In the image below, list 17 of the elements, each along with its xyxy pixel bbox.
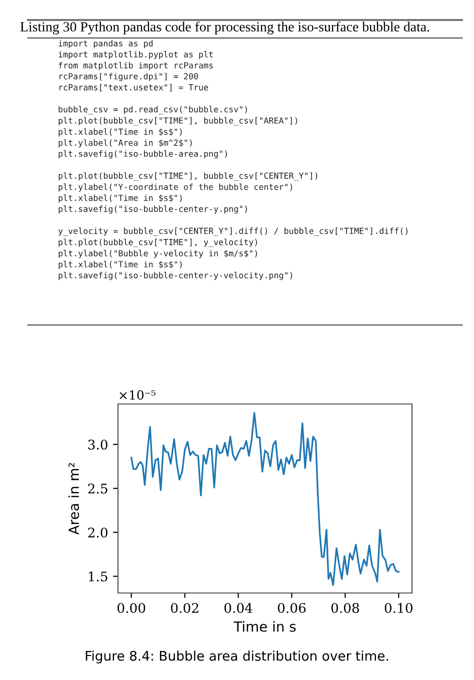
x-tick-label: 0.06 xyxy=(278,602,306,613)
x-tick-label: 0.00 xyxy=(118,602,146,613)
y-tick-label: 3.0 xyxy=(88,440,108,450)
y-axis-title: Area in m² xyxy=(68,463,80,535)
x-tick-label: 0.08 xyxy=(331,602,359,613)
y-tick-label: 2.5 xyxy=(88,484,108,494)
x-tick-label: 0.10 xyxy=(384,602,412,613)
x-tick-label: 0.02 xyxy=(171,602,198,613)
y-tick-label: 1.5 xyxy=(88,572,108,582)
x-axis-title: Time in s xyxy=(234,621,296,632)
text: import pandas as pd import matplotlib.pyplot as plt from matplotlib import rcParams rcParams["figure.dpi"] = 200 rcParams["text.usetex"] = True bubble_csv = pd.read_csv("bubble.csv") plt.plot(bubble_csv["TIME"], bubble_csv["AREA"]) plt.xlabel("Time in $s$") plt.ylabel("Area in $m^2$") plt.savefig("iso-bubble-area.png") plt.plot(bubble_csv["TIME"], bubble_csv["CENTER_Y"]) plt.ylabel("Y-coordinate of the bubble center") plt.xlabel("Time in $s$") plt.savefig("iso-bubble-center-y.png") y_velocity = bubble_csv["CENTER_Y"].diff() / bubble_csv["TIME"].diff() plt.plot(bubble_csv["TIME"], y_velocity) plt.ylabel("Bubble y-velocity in $m/s$") plt.xlabel("Time in $s$") plt.savefig("iso-bubble-center-y-velocity.png") xyxy=(58,40,408,280)
line-series xyxy=(130,412,400,586)
caption: Figure 8.4: Bubble area distribution over time. xyxy=(86,650,388,664)
text: ×10⁻⁵ xyxy=(120,390,156,400)
x-tick-label: 0.04 xyxy=(224,602,252,613)
text: Listing 30 Python pandas code for processing the iso-surface bubble data. xyxy=(20,22,430,34)
y-tick-label: 2.0 xyxy=(88,528,108,538)
